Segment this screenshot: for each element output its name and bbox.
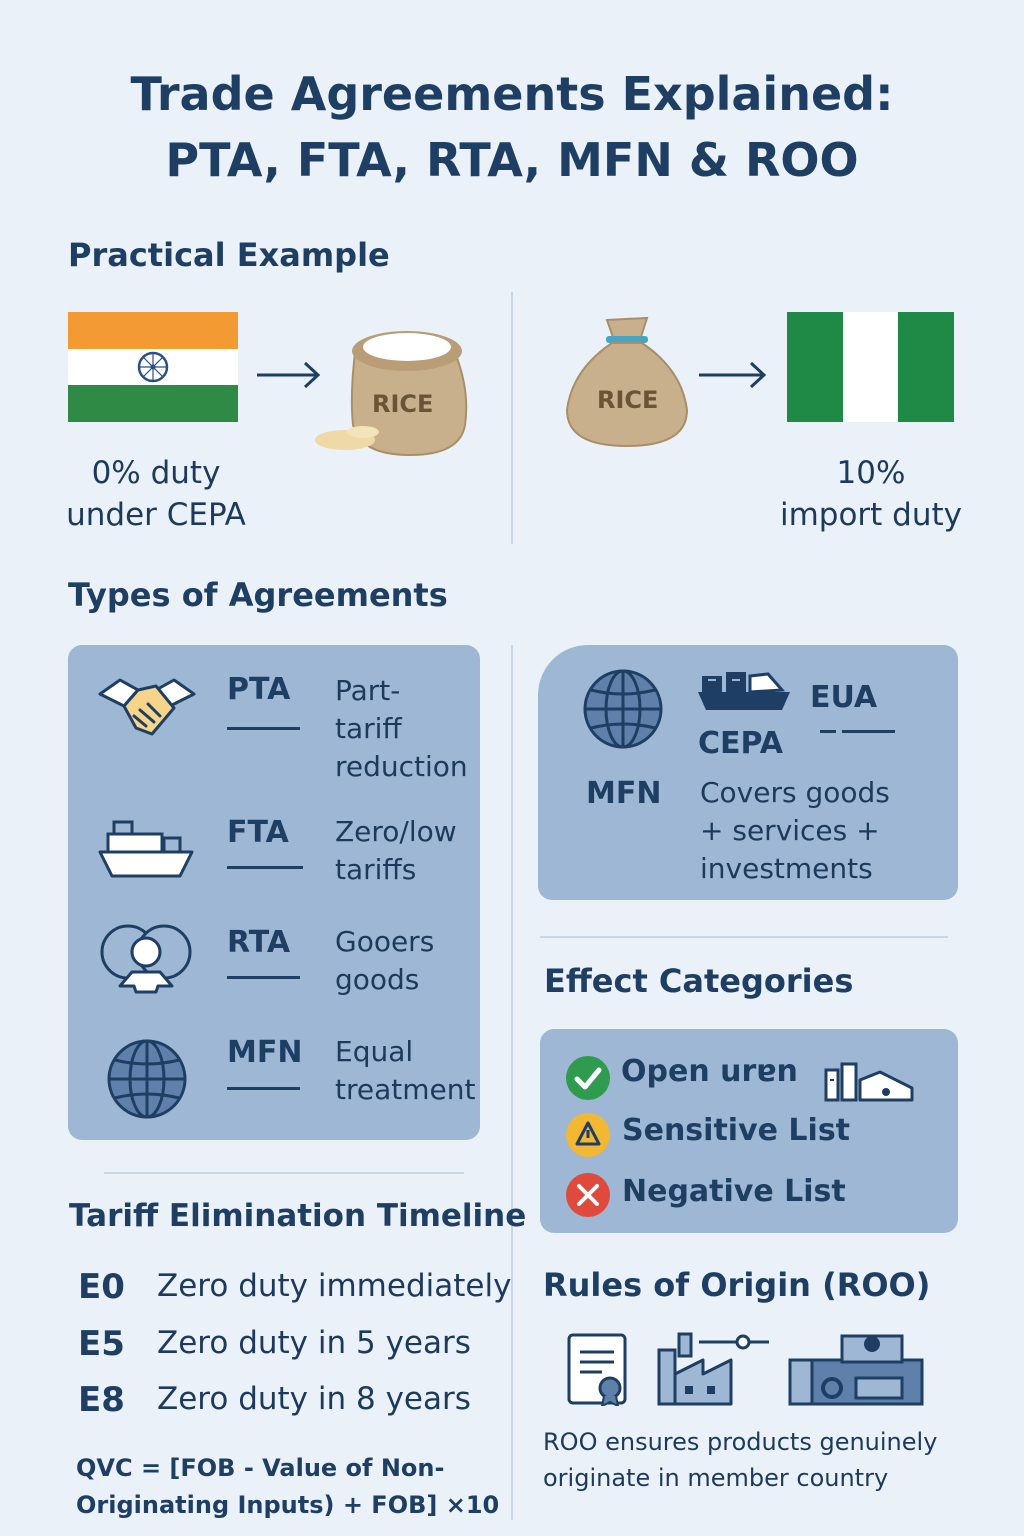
type-abbr-rta: RTA bbox=[227, 925, 291, 960]
roo-note-line2: originate in member country bbox=[543, 1464, 889, 1492]
cross-icon bbox=[565, 1172, 611, 1218]
type-desc-fta-line: Zero/low bbox=[335, 815, 457, 848]
timeline-text-e5: Zero duty in 5 years bbox=[157, 1325, 471, 1361]
type-desc-pta-line: tariff bbox=[335, 712, 402, 745]
type-desc-fta-line: tariffs bbox=[335, 853, 417, 886]
effects-heading: Effect Categories bbox=[544, 962, 854, 1000]
india-duty-caption: 0% duty under CEPA bbox=[40, 452, 272, 536]
nigeria-duty-caption: 10% import duty bbox=[760, 452, 982, 536]
qvc-formula: QVC = [FOB - Value of Non- Originating I… bbox=[76, 1450, 499, 1524]
rice-bag-label-right: RICE bbox=[597, 386, 659, 414]
cepa-label: CEPA bbox=[698, 726, 783, 761]
cepa-coverage-line: Covers goods bbox=[700, 776, 890, 809]
cepa-mfn-label: MFN bbox=[586, 776, 662, 811]
type-abbr-pta: PTA bbox=[227, 672, 291, 707]
cepa-eua-underline-dash bbox=[820, 730, 836, 733]
section-divider bbox=[104, 1172, 464, 1174]
timeline-code-e8: E8 bbox=[78, 1380, 125, 1420]
globe-icon bbox=[582, 668, 664, 750]
type-underline-pta bbox=[227, 727, 300, 730]
rice-sack-closed-icon bbox=[562, 310, 692, 450]
nigeria-flag bbox=[787, 312, 954, 422]
page-title-line1: Trade Agreements Explained: bbox=[130, 67, 894, 121]
india-flag bbox=[68, 312, 238, 422]
type-underline-mfn bbox=[227, 1087, 300, 1090]
cepa-coverage-desc: Covers goods + services + investments bbox=[700, 774, 890, 888]
roo-note-line1: ROO ensures products genuinely bbox=[543, 1428, 938, 1456]
type-desc-pta: Part- tariff reduction bbox=[335, 672, 468, 786]
cepa-eua-label: EUA bbox=[810, 680, 878, 715]
column-divider bbox=[511, 645, 513, 1520]
qvc-formula-line1: QVC = [FOB - Value of Non- bbox=[76, 1454, 445, 1482]
rice-sack-open-icon bbox=[315, 325, 475, 460]
globe-icon bbox=[106, 1038, 188, 1120]
effect-sensitive: Sensitive List bbox=[622, 1113, 851, 1148]
type-desc-mfn-line: Equal bbox=[335, 1035, 414, 1068]
effect-open: Open urɐn bbox=[621, 1054, 798, 1089]
factory-icon bbox=[822, 1056, 916, 1102]
section-divider bbox=[540, 936, 948, 938]
certificate-icon bbox=[566, 1332, 630, 1406]
india-duty-caption-line1: 0% duty bbox=[91, 455, 221, 491]
manufacturing-machine-icon bbox=[786, 1330, 926, 1408]
type-underline-fta bbox=[227, 866, 303, 869]
arrow-right-icon bbox=[697, 358, 769, 392]
nigeria-duty-caption-line2: import duty bbox=[779, 497, 963, 533]
practical-heading: Practical Example bbox=[68, 236, 390, 274]
region-group-icon bbox=[98, 922, 194, 994]
qvc-formula-line2: Originating Inputs) + FOB] ×10 bbox=[76, 1491, 500, 1519]
rice-bag-label-left: RICE bbox=[372, 390, 434, 418]
industrial-plant-icon bbox=[655, 1330, 773, 1406]
timeline-code-e5: E5 bbox=[78, 1324, 125, 1364]
roo-note: ROO ensures products genuinely originate… bbox=[543, 1424, 937, 1496]
arrow-right-icon bbox=[255, 358, 323, 392]
check-icon bbox=[565, 1055, 611, 1101]
effects-panel bbox=[540, 1029, 958, 1233]
type-underline-rta bbox=[227, 976, 300, 979]
roo-heading: Rules of Origin (ROO) bbox=[543, 1266, 931, 1304]
type-desc-rta-line: Gooers bbox=[335, 925, 435, 958]
cepa-coverage-line: + services + bbox=[700, 814, 880, 847]
cepa-coverage-line: investments bbox=[700, 852, 873, 885]
timeline-text-e8: Zero duty in 8 years bbox=[157, 1381, 471, 1417]
type-abbr-mfn: MFN bbox=[227, 1035, 303, 1070]
nigeria-duty-caption-line1: 10% bbox=[836, 455, 906, 491]
handshake-icon bbox=[94, 672, 200, 746]
type-abbr-fta: FTA bbox=[227, 815, 289, 850]
practical-divider bbox=[511, 292, 513, 544]
cepa-eua-underline bbox=[842, 730, 895, 733]
timeline-code-e0: E0 bbox=[78, 1267, 125, 1307]
type-desc-fta: Zero/low tariffs bbox=[335, 813, 457, 889]
type-desc-rta-line: goods bbox=[335, 963, 420, 996]
timeline-text-e0: Zero duty immediately bbox=[157, 1268, 512, 1304]
effect-negative: Negative List bbox=[622, 1174, 846, 1209]
type-desc-mfn-line: treatment bbox=[335, 1073, 476, 1106]
types-heading: Types of Agreements bbox=[68, 576, 448, 614]
warning-icon bbox=[565, 1112, 611, 1158]
india-duty-caption-line2: under CEPA bbox=[66, 497, 246, 533]
page-title-line2: PTA, FTA, RTA, MFN & ROO bbox=[165, 133, 859, 187]
type-desc-pta-line: Part- bbox=[335, 674, 401, 707]
cargo-containers-icon bbox=[696, 668, 792, 714]
timeline-heading: Tariff Elimination Timeline bbox=[69, 1198, 527, 1234]
cargo-ship-icon bbox=[98, 818, 196, 882]
type-desc-rta: Gooers goods bbox=[335, 923, 434, 999]
type-desc-mfn: Equal treatment bbox=[335, 1033, 475, 1109]
type-desc-pta-line: reduction bbox=[335, 750, 468, 783]
